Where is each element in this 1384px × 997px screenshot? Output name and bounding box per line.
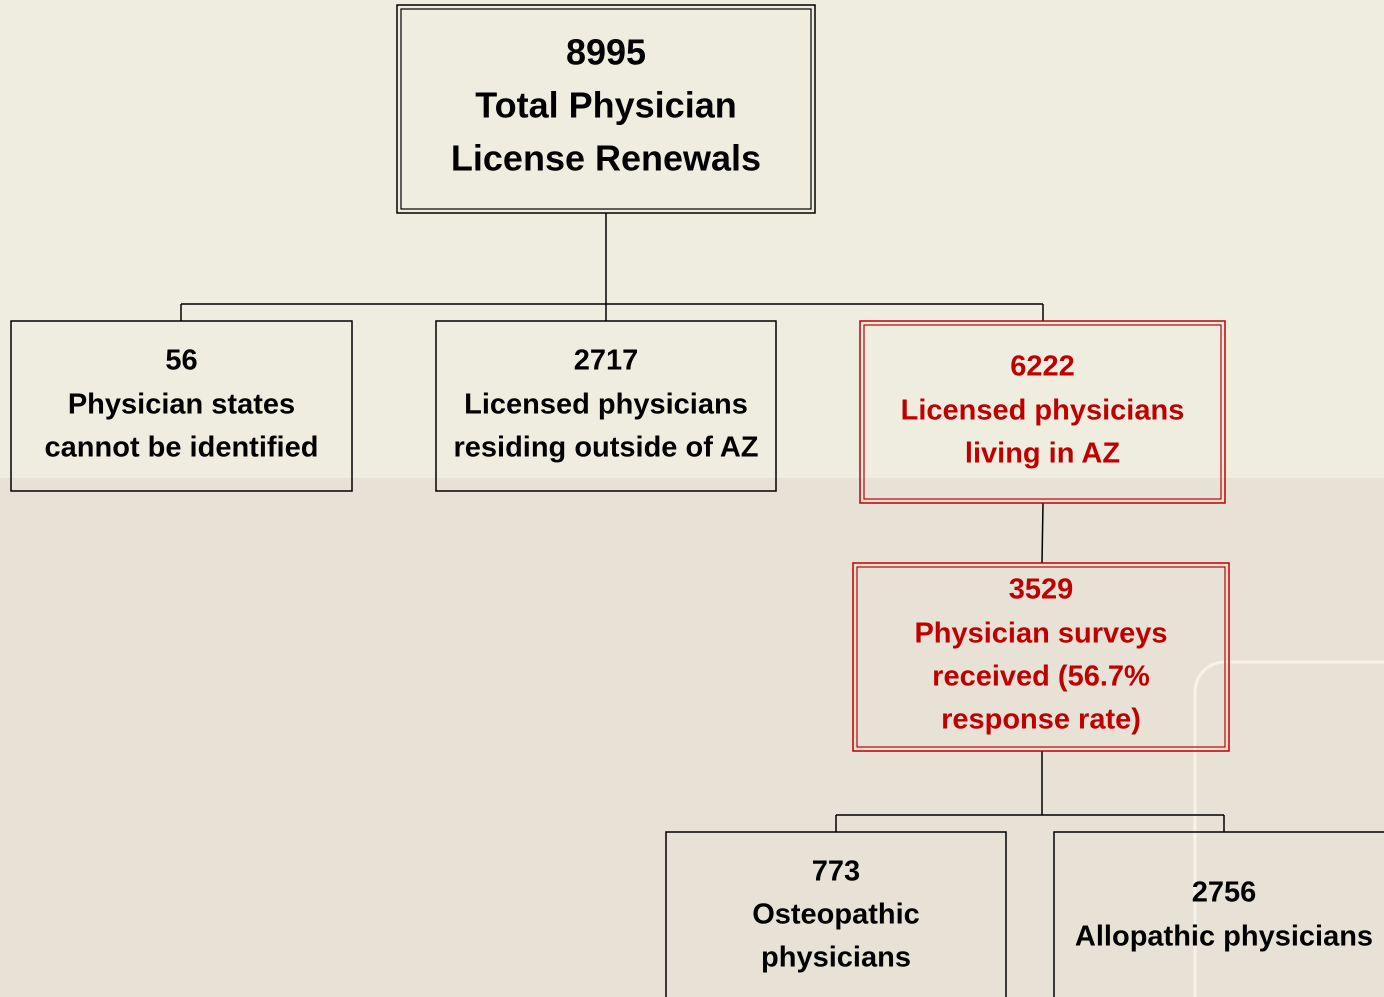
node-count: 2756 <box>1192 877 1257 909</box>
box <box>10 320 353 492</box>
node-box: 56 Physician states cannot be identified <box>10 320 353 492</box>
node-label: Total Physician <box>475 85 736 126</box>
box <box>1053 831 1384 997</box>
node-label: living in AZ <box>965 438 1120 470</box>
node-count: 56 <box>165 345 197 377</box>
node-label: response rate) <box>941 704 1141 736</box>
node-box: 8995 Total Physician License Renewals <box>396 4 816 214</box>
box <box>859 320 1226 504</box>
node-box: 3529 Physician surveys received (56.7% resp… <box>852 562 1230 752</box>
background-top <box>0 0 1384 478</box>
node-count: 3529 <box>1009 574 1074 606</box>
node-label: received (56.7% <box>932 661 1150 693</box>
connector <box>1041 502 1044 564</box>
node-label: residing outside of AZ <box>453 432 758 464</box>
node-label: Physician surveys <box>914 618 1167 650</box>
box <box>665 831 1007 997</box>
box-inner <box>400 8 812 210</box>
box <box>396 4 816 214</box>
node-box: 2756 Allopathic physicians <box>1053 831 1384 997</box>
node-label: physicians <box>761 942 911 974</box>
node-label: Allopathic physicians <box>1075 921 1373 953</box>
node-box: 6222 Licensed physicians living in AZ <box>859 320 1226 504</box>
node-label: Physician states <box>68 389 295 421</box>
box-inner <box>856 566 1226 748</box>
node-label: cannot be identified <box>45 432 319 464</box>
background-bottom <box>0 478 1384 997</box>
node-label: Licensed physicians <box>901 395 1185 427</box>
node-label: Osteopathic <box>752 899 920 931</box>
box-inner <box>863 324 1222 500</box>
node-count: 8995 <box>566 32 646 73</box>
decoration <box>1193 660 1384 997</box>
node-count: 6222 <box>1010 351 1075 383</box>
box <box>435 320 777 492</box>
node-count: 773 <box>812 856 860 888</box>
connectors <box>180 213 1225 832</box>
box <box>852 562 1230 752</box>
node-label: Licensed physicians <box>464 389 748 421</box>
node-count: 2717 <box>574 345 639 377</box>
node-box: 773 Osteopathic physicians <box>665 831 1007 997</box>
node-label: License Renewals <box>451 138 761 179</box>
node-box: 2717 Licensed physicians residing outside … <box>435 320 777 492</box>
